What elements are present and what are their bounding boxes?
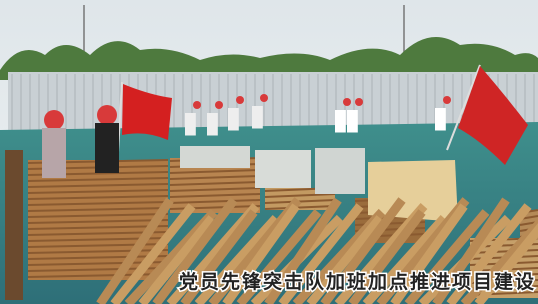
worker-helmet bbox=[443, 96, 451, 104]
scaffold bbox=[5, 150, 23, 300]
worker-body bbox=[228, 108, 239, 131]
worker-helmet bbox=[215, 101, 223, 109]
worker-body bbox=[347, 110, 358, 133]
worker-helmet bbox=[193, 101, 201, 109]
caption: 党员先锋突击队加班加点推进项目建设 bbox=[179, 270, 536, 293]
pipe-bundle bbox=[315, 148, 365, 194]
pipe-bundle bbox=[180, 146, 250, 168]
worker-helmet bbox=[355, 98, 363, 106]
worker-body bbox=[252, 106, 263, 129]
worker-body bbox=[207, 113, 218, 136]
worker-helmet bbox=[44, 110, 64, 130]
page: 党员先锋突击队加班加点推进项目建设 (() => { const data = … bbox=[0, 0, 538, 304]
worker-body bbox=[335, 110, 346, 133]
photo: 党员先锋突击队加班加点推进项目建设 bbox=[0, 0, 538, 304]
worker-body bbox=[185, 113, 196, 136]
worker-helmet bbox=[260, 94, 268, 102]
pipe-bundle bbox=[255, 150, 311, 188]
worker-helmet bbox=[97, 105, 117, 125]
worker-helmet bbox=[236, 96, 244, 104]
worker-body bbox=[42, 128, 66, 178]
worker-body bbox=[95, 123, 119, 173]
worker-helmet bbox=[343, 98, 351, 106]
worker-body bbox=[435, 108, 446, 131]
